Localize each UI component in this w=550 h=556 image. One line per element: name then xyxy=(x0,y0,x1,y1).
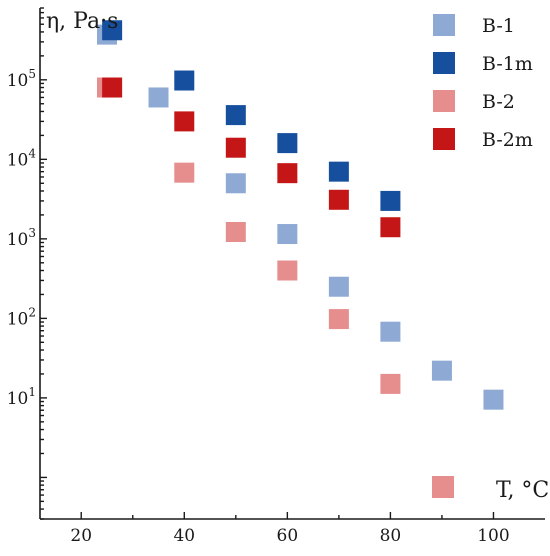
legend: B-1 B-1m B-2 B-2m xyxy=(433,14,533,151)
data-point-b-1 xyxy=(483,389,504,410)
data-point-b-1m xyxy=(277,133,298,154)
data-point-b-2 xyxy=(277,260,298,281)
data-point-b-1m xyxy=(174,70,195,91)
legend-swatch-b-2 xyxy=(433,90,455,112)
y-axis-title: η, Pa·s xyxy=(46,9,118,34)
x-tick-label: 80 xyxy=(380,526,402,546)
data-point-b-2m xyxy=(174,111,195,132)
data-point-b-2 xyxy=(380,373,401,394)
data-point-b-1 xyxy=(277,224,298,245)
axes xyxy=(39,8,545,520)
x-tick-label: 40 xyxy=(173,526,195,546)
data-point-b-2 xyxy=(328,309,349,330)
y-axis-ticks: 101 102 103 104 105 xyxy=(7,7,47,520)
annotation-marker xyxy=(432,476,454,498)
legend-label-b-1: B-1 xyxy=(482,15,515,37)
y-tick-label: 102 xyxy=(7,305,36,329)
data-point-b-2 xyxy=(174,162,195,183)
x-tick-label: 100 xyxy=(477,526,509,546)
legend-label-b-2: B-2 xyxy=(482,91,515,113)
data-point-b-2 xyxy=(225,221,246,242)
axis-titles: η, Pa·s T, °C xyxy=(46,9,549,503)
data-point-b-2m xyxy=(102,77,123,98)
series-b-2m xyxy=(102,77,401,238)
legend-swatch-b-1 xyxy=(433,14,455,36)
x-tick-label: 60 xyxy=(277,526,299,546)
x-axis-ticks: 20 40 60 80 100 xyxy=(70,512,510,546)
data-point-b-1m xyxy=(380,190,401,211)
series-b-1 xyxy=(96,24,504,410)
y-tick-label: 103 xyxy=(7,226,36,250)
data-point-b-1m xyxy=(328,161,349,182)
data-point-b-2m xyxy=(277,163,298,184)
data-point-b-1 xyxy=(148,87,169,108)
x-axis-title: T, °C xyxy=(496,478,549,503)
legend-swatch-b-1m xyxy=(433,52,455,74)
data-points xyxy=(96,20,504,410)
data-point-b-2m xyxy=(328,189,349,210)
data-point-b-2m xyxy=(380,217,401,238)
data-point-b-2m xyxy=(225,137,246,158)
legend-label-b-1m: B-1m xyxy=(482,53,533,75)
legend-label-b-2m: B-2m xyxy=(482,129,533,151)
data-point-b-1m xyxy=(102,20,123,41)
series-b-1m xyxy=(102,20,401,211)
y-tick-label: 101 xyxy=(7,385,36,409)
data-point-b-1 xyxy=(431,360,452,381)
x-tick-label: 20 xyxy=(70,526,92,546)
series-b-2 xyxy=(96,77,401,394)
y-tick-label: 104 xyxy=(7,146,37,170)
data-point-b-1 xyxy=(225,173,246,194)
legend-swatch-b-2m xyxy=(433,128,455,150)
data-point-b-1 xyxy=(380,321,401,342)
data-point-b-1m xyxy=(225,105,246,126)
data-point-b-1 xyxy=(328,276,349,297)
y-tick-label: 105 xyxy=(7,67,36,91)
